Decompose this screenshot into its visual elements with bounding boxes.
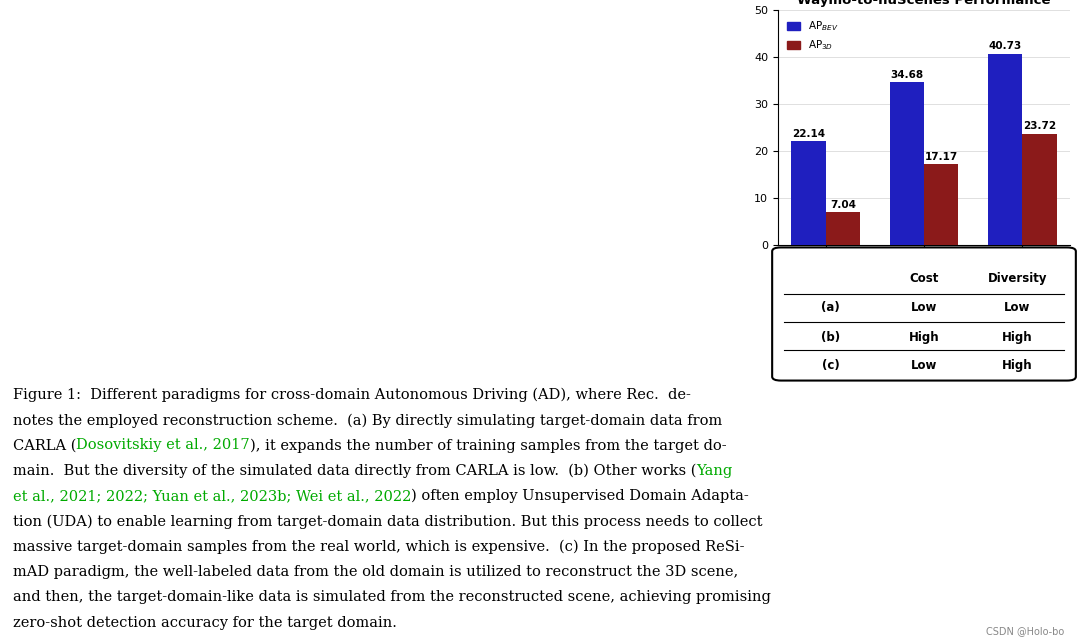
Text: mAD paradigm, the well-labeled data from the old domain is utilized to reconstru: mAD paradigm, the well-labeled data from… [13,565,739,579]
Text: 40.73: 40.73 [988,41,1022,51]
Legend: AP$_{BEV}$, AP$_{3D}$: AP$_{BEV}$, AP$_{3D}$ [783,15,842,56]
Text: 17.17: 17.17 [924,152,958,162]
Text: CSDN @Holo-bo: CSDN @Holo-bo [986,626,1064,636]
Text: notes the employed reconstruction scheme.  (a) By directly simulating target-dom: notes the employed reconstruction scheme… [13,413,723,428]
Bar [924,164,958,245]
Title: Waymo-to-nuScenes Performance: Waymo-to-nuScenes Performance [797,0,1051,8]
Text: ), it expands the number of training samples from the target do-: ), it expands the number of training sam… [249,438,727,453]
Text: 22.14: 22.14 [792,129,825,138]
Text: and then, the target-domain-like data is simulated from the reconstructed scene,: and then, the target-domain-like data is… [13,590,771,604]
Bar [792,141,826,245]
Text: Cost: Cost [909,272,939,285]
Text: 34.68: 34.68 [890,70,923,79]
Text: Low: Low [910,301,937,314]
Bar [826,212,860,245]
Text: main.  But the diversity of the simulated data directly from CARLA is low.  (b) : main. But the diversity of the simulated… [13,464,697,478]
Text: ) often employ Unsupervised Domain Adapta-: ) often employ Unsupervised Domain Adapt… [411,489,750,503]
Text: High: High [1002,331,1032,344]
Text: Different paradigms for cross-domain Autonomous Driving (AD), where Rec.  de-: Different paradigms for cross-domain Aut… [81,388,691,402]
Text: Dosovitskiy et al., 2017: Dosovitskiy et al., 2017 [77,438,249,453]
Text: 23.72: 23.72 [1023,121,1056,131]
Text: (b): (b) [821,331,840,344]
Bar [1023,133,1056,245]
Text: (a): (a) [821,301,840,314]
Text: Diversity: Diversity [988,272,1048,285]
Text: High: High [908,331,940,344]
Text: Figure 1:: Figure 1: [13,388,81,402]
Text: 7.04: 7.04 [829,199,855,210]
Text: tion (UDA) to enable learning from target-domain data distribution. But this pro: tion (UDA) to enable learning from targe… [13,515,762,529]
Bar [890,82,924,245]
Text: Yang: Yang [697,464,732,478]
Text: massive target-domain samples from the real world, which is expensive.  (c) In t: massive target-domain samples from the r… [13,540,744,554]
Text: Low: Low [1004,301,1030,314]
Text: CARLA (: CARLA ( [13,438,77,453]
Text: zero-shot detection accuracy for the target domain.: zero-shot detection accuracy for the tar… [13,616,396,629]
Text: Low: Low [910,359,937,372]
Text: (c): (c) [822,359,839,372]
Text: High: High [1002,359,1032,372]
FancyBboxPatch shape [772,247,1076,381]
Bar [988,54,1023,245]
Text: et al., 2021; 2022; Yuan et al., 2023b; Wei et al., 2022: et al., 2021; 2022; Yuan et al., 2023b; … [13,489,411,503]
